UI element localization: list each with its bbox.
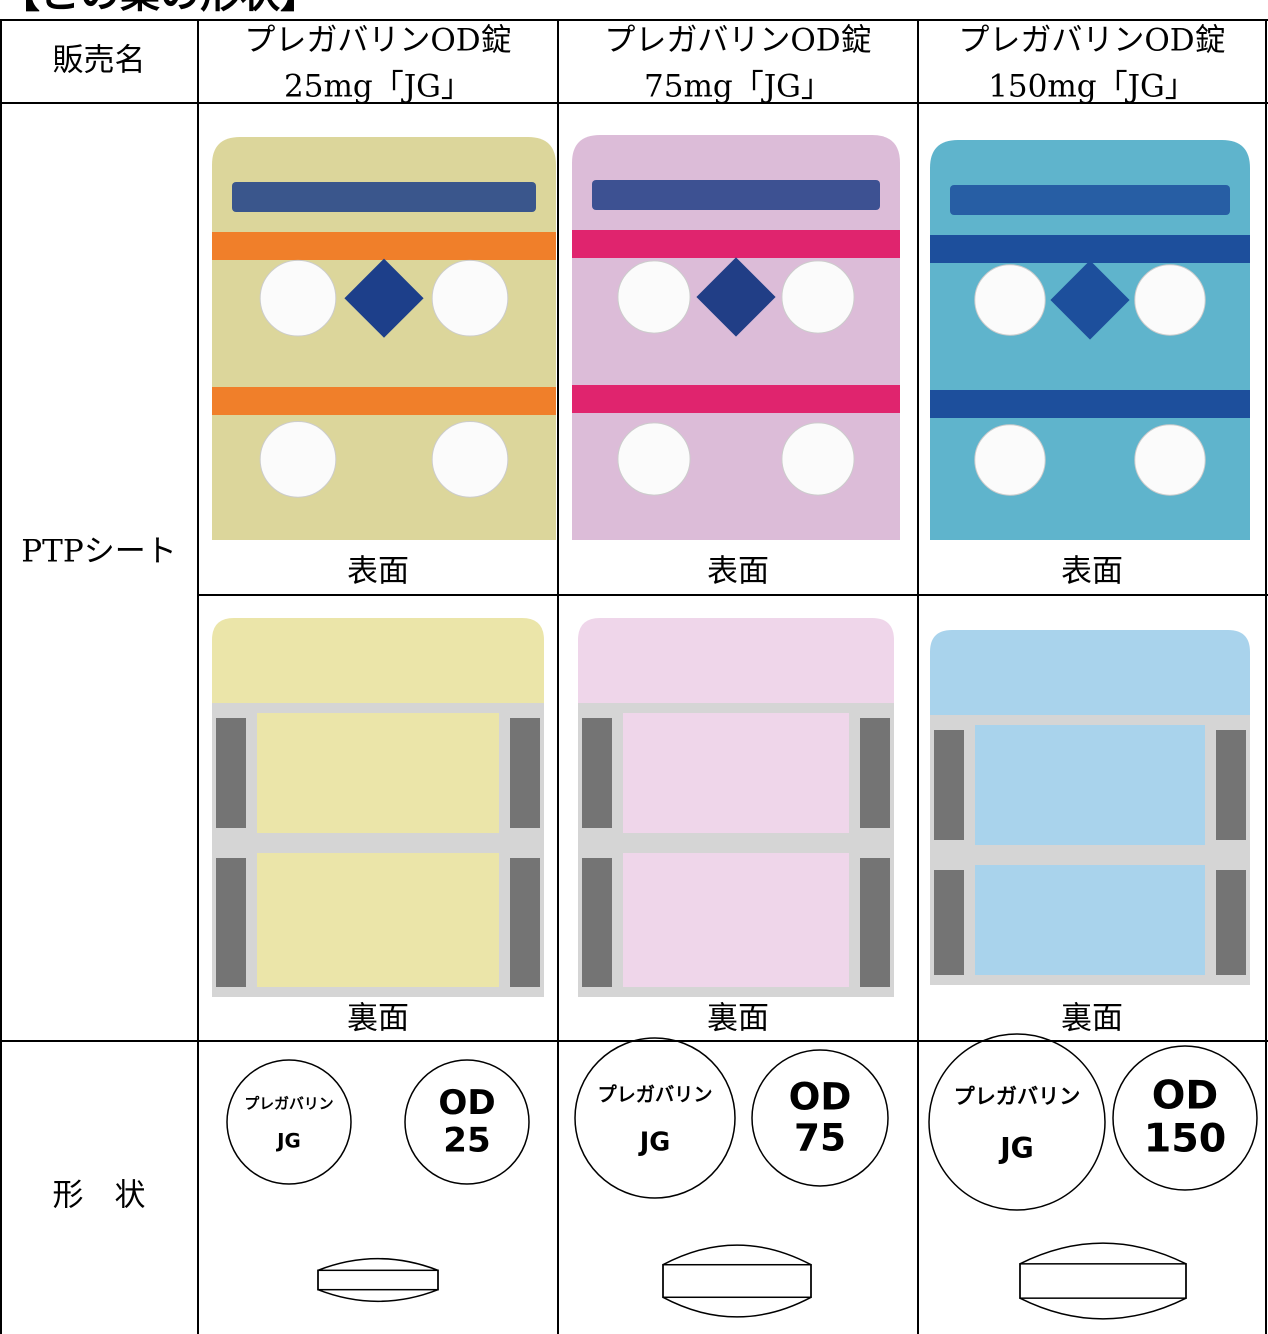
tablet-outline — [574, 1037, 736, 1199]
barcode — [216, 858, 246, 987]
strength-mark — [344, 258, 424, 338]
product-name: 75mg「JG」 — [644, 69, 832, 105]
label-box — [623, 853, 849, 987]
tablet-imprint: JG — [638, 1128, 671, 1158]
band — [212, 387, 556, 415]
tablet-outline — [226, 1059, 352, 1185]
tablet-imprint: プレガバリン — [244, 1095, 333, 1113]
pill — [259, 259, 337, 337]
band — [212, 232, 556, 260]
band — [572, 385, 900, 413]
tablet-imprint: OD — [1152, 1072, 1219, 1118]
strength-mark — [696, 257, 776, 337]
ptp-front-image — [572, 135, 900, 540]
barcode — [510, 718, 540, 828]
product-name: 150mg「JG」 — [988, 69, 1196, 105]
barcode — [1216, 870, 1246, 975]
back-caption: 裏面 — [347, 1001, 409, 1037]
tablet-side-band — [662, 1263, 812, 1299]
barcode — [1216, 730, 1246, 840]
ptp-back-image — [212, 618, 544, 997]
back-caption: 裏面 — [707, 1001, 769, 1037]
strength-mark — [1050, 260, 1130, 340]
ptp-front-image — [212, 137, 556, 540]
tablet-outline — [1112, 1045, 1258, 1191]
band — [572, 230, 900, 258]
barcode — [934, 730, 964, 840]
pill — [617, 422, 691, 496]
tablet-side-view — [662, 1244, 812, 1318]
shape-label: 形 状 — [53, 1178, 146, 1214]
label-box — [257, 853, 499, 987]
tablet-imprint: JG — [998, 1132, 1034, 1165]
tablet-imprint: 75 — [794, 1115, 846, 1159]
ptp-front-image — [930, 140, 1250, 540]
pill — [431, 421, 509, 498]
barcode — [934, 870, 964, 975]
tablet-imprint: 25 — [443, 1120, 490, 1160]
pill — [1134, 264, 1206, 336]
front-caption: 表面 — [347, 554, 409, 590]
barcode — [860, 718, 890, 828]
ptp-back-image — [578, 618, 894, 997]
tablet-imprint: プレガバリン — [597, 1083, 712, 1106]
pill — [617, 260, 691, 334]
tablet-side-band — [1019, 1263, 1187, 1299]
tablet-side-band — [317, 1269, 439, 1291]
pill — [259, 421, 337, 498]
tablet-imprint: プレガバリン — [954, 1083, 1081, 1108]
label-box — [975, 865, 1205, 975]
barcode — [582, 718, 612, 828]
header-label: 販売名 — [53, 43, 146, 79]
pill — [431, 259, 509, 337]
tablet-imprint: OD — [438, 1083, 495, 1123]
barcode — [510, 858, 540, 987]
ptp-back-image — [930, 630, 1250, 985]
tablet-outline — [928, 1033, 1106, 1211]
front-caption: 表面 — [707, 554, 769, 590]
brand-bar — [232, 182, 536, 212]
title: 【この薬の形状】 — [0, 0, 320, 17]
tablet-side-view — [1019, 1242, 1187, 1320]
pill — [781, 422, 855, 496]
tablet-outline — [404, 1059, 530, 1185]
tablet-imprint: OD — [789, 1074, 852, 1118]
barcode — [216, 718, 246, 828]
pill — [1134, 424, 1206, 496]
barcode — [582, 858, 612, 987]
brand-bar — [592, 180, 880, 210]
barcode — [860, 858, 890, 987]
product-name: プレガバリンOD錠 — [244, 23, 511, 59]
band — [930, 390, 1250, 418]
tablet-outline — [751, 1049, 889, 1187]
pill — [974, 424, 1046, 496]
label-box — [257, 713, 499, 833]
brand-bar — [950, 185, 1230, 215]
tablet-imprint: 150 — [1144, 1116, 1227, 1162]
back-caption: 裏面 — [1061, 1001, 1123, 1037]
tablet-side-view — [317, 1257, 439, 1303]
product-name: プレガバリンOD錠 — [604, 23, 871, 59]
tablet-imprint: JG — [275, 1129, 301, 1152]
band — [930, 235, 1250, 263]
pill — [974, 264, 1046, 336]
product-name: プレガバリンOD錠 — [958, 23, 1225, 59]
pill — [781, 260, 855, 334]
product-name: 25mg「JG」 — [284, 69, 472, 105]
front-caption: 表面 — [1061, 554, 1123, 590]
ptp-label: PTPシート — [21, 534, 176, 570]
label-box — [975, 725, 1205, 845]
label-box — [623, 713, 849, 833]
